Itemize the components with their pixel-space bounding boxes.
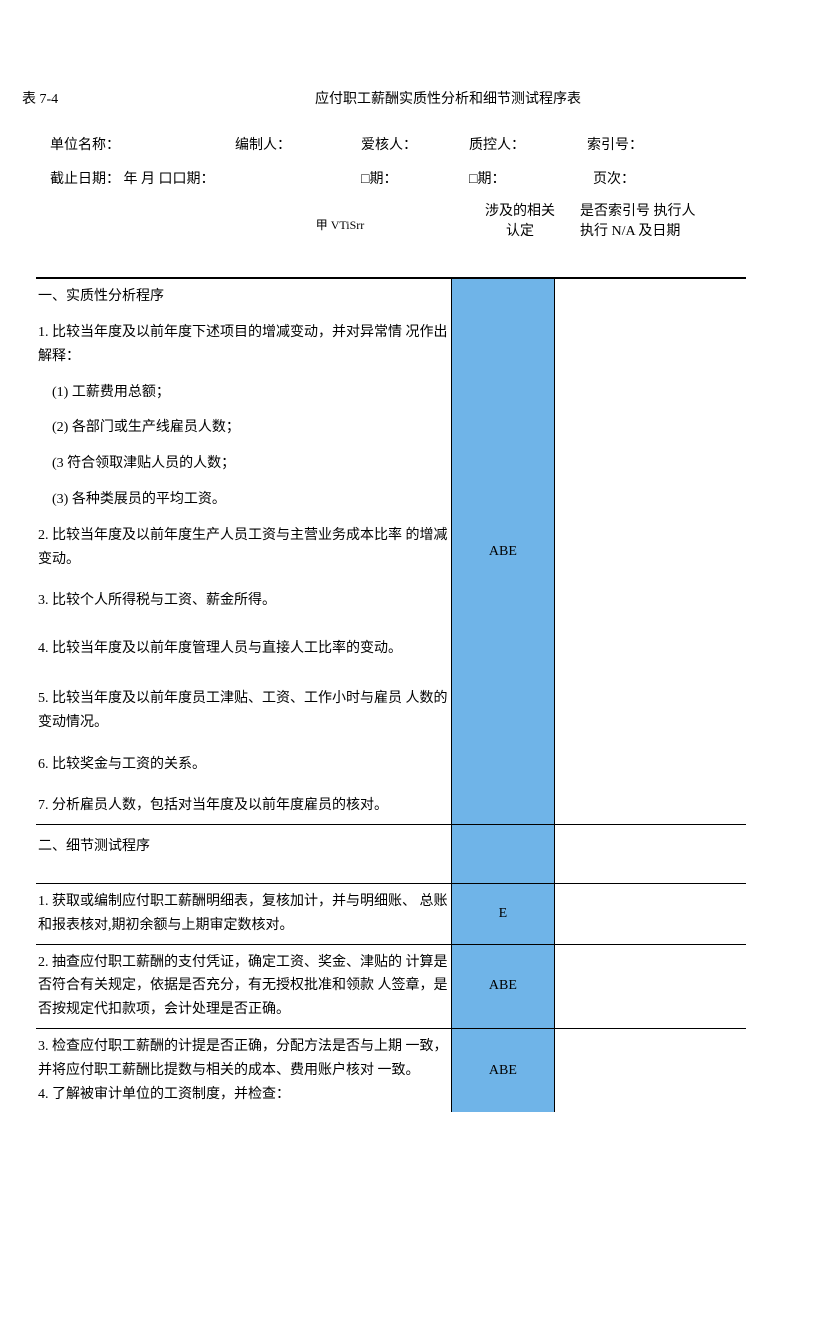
s1-item1-4: (3) 各种类展员的平均工资。 — [36, 482, 452, 518]
unit-name-label: 单位名称： — [50, 134, 235, 154]
section2-title: 二、细节测试程序 — [36, 825, 452, 884]
meta-row-2: 截止日期： 年 月 口口期： □期： □期： 页次： — [22, 168, 794, 188]
section1-title: 一、实质性分析程序 — [36, 278, 452, 315]
d2: 2. 抽查应付职工薪酬的支付凭证，确定工资、奖金、津贴的 计算是否符合有关规定，… — [36, 944, 452, 1028]
page-label: 页次： — [593, 168, 635, 188]
period2-label: □期： — [361, 168, 469, 188]
d3-empty — [554, 1028, 746, 1112]
header-row: 表 7-4 应付职工薪酬实质性分析和细节测试程序表 — [22, 88, 794, 108]
meta-row-1: 单位名称： 编制人： 爱核人： 质控人： 索引号： — [22, 134, 794, 154]
d2-code: ABE — [452, 944, 555, 1028]
s1-item1-1: (1) 工薪费用总额； — [36, 375, 452, 411]
table-number: 表 7-4 — [22, 88, 222, 108]
sub-left-label: 甲 VTiSrr — [50, 202, 470, 241]
section2-empty-code — [452, 825, 555, 884]
preparer-label: 编制人： — [235, 134, 361, 154]
document-title: 应付职工薪酬实质性分析和细节测试程序表 — [222, 88, 794, 108]
s1-item1-3: (3 符合领取津贴人员的人数； — [36, 446, 452, 482]
d1-empty — [554, 883, 746, 944]
col-assertions: 涉及的相关 认定 — [470, 202, 570, 241]
s1-item3: 3. 比较个人所得税与工资、薪金所得。 — [36, 577, 452, 625]
section2-empty — [554, 825, 746, 884]
d3-code: ABE — [452, 1028, 555, 1112]
s1-item5: 5. 比较当年度及以前年度员工津贴、工资、工作小时与雇员 人数的变动情况。 — [36, 681, 452, 741]
d3: 3. 检查应付职工薪酬的计提是否正确，分配方法是否与上期 一致，并将应付职工薪酬… — [36, 1028, 452, 1112]
col-exec: 是否索引号 执行人 执行 N/A 及日期 — [570, 202, 750, 241]
period3-label: □期： — [469, 168, 593, 188]
d2-empty — [554, 944, 746, 1028]
column-header-row: 甲 VTiSrr 涉及的相关 认定 是否索引号 执行人 执行 N/A 及日期 — [22, 202, 794, 241]
section1-empty — [554, 278, 746, 824]
cutoff-label: 截止日期： 年 月 口口期： — [50, 168, 361, 188]
qc-label: 质控人： — [469, 134, 587, 154]
d1-code: E — [452, 883, 555, 944]
d1: 1. 获取或编制应付职工薪酬明细表，复核加计，并与明细账、 总账和报表核对,期初… — [36, 883, 452, 944]
s1-item1: 1. 比较当年度及以前年度下述项目的增减变动，并对异常情 况作出解释： — [36, 315, 452, 375]
reviewer-label: 爱核人： — [361, 134, 469, 154]
section1-code: ABE — [452, 278, 555, 824]
s1-item1-2: (2) 各部门或生产线雇员人数； — [36, 410, 452, 446]
procedures-table: 一、实质性分析程序 ABE 1. 比较当年度及以前年度下述项目的增减变动，并对异… — [36, 277, 746, 1112]
s1-item2: 2. 比较当年度及以前年度生产人员工资与主营业务成本比率 的增减变动。 — [36, 518, 452, 578]
s1-item4: 4. 比较当年度及以前年度管理人员与直接人工比率的变动。 — [36, 625, 452, 681]
s1-item6: 6. 比较奖金与工资的关系。 — [36, 741, 452, 789]
index-label: 索引号： — [587, 134, 643, 154]
s1-item7: 7. 分析雇员人数，包括对当年度及以前年度雇员的核对。 — [36, 788, 452, 824]
